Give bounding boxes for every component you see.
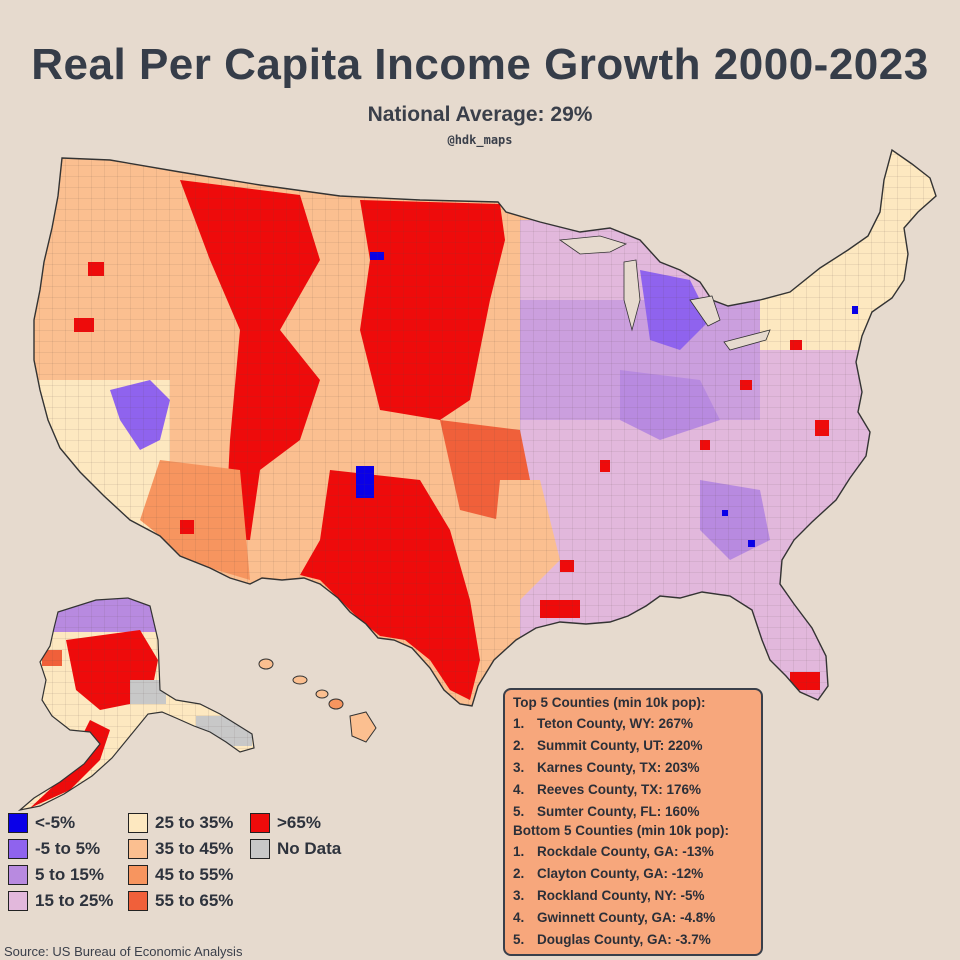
list-item: 5. Douglas County, GA: -3.7% bbox=[513, 928, 753, 950]
lower48-map bbox=[33, 148, 937, 707]
legend-label: 35 to 45% bbox=[155, 839, 234, 858]
rank-number: 1. bbox=[513, 844, 525, 860]
legend-swatch bbox=[128, 839, 148, 859]
legend-swatch bbox=[250, 813, 270, 833]
county-rankings-box: Top 5 Counties (min 10k pop): 1. Teton C… bbox=[503, 688, 763, 956]
rank-number: 4. bbox=[513, 909, 525, 925]
list-item: 4. Gwinnett County, GA: -4.8% bbox=[513, 906, 753, 928]
list-item: 4. Reeves County, TX: 176% bbox=[513, 778, 753, 800]
legend-swatch bbox=[8, 865, 28, 885]
legend-label: 25 to 35% bbox=[155, 813, 234, 832]
alaska-map bbox=[17, 597, 255, 812]
county-entry: Reeves County, TX: 176% bbox=[537, 781, 702, 797]
legend-label: 15 to 25% bbox=[35, 891, 114, 910]
legend-swatch bbox=[128, 891, 148, 911]
rank-number: 4. bbox=[513, 781, 525, 797]
legend-item: -5 to 5% bbox=[8, 838, 100, 860]
legend-label: No Data bbox=[277, 839, 342, 858]
legend-swatch bbox=[128, 813, 148, 833]
legend-item: 35 to 45% bbox=[128, 838, 233, 860]
list-item: 1. Rockdale County, GA: -13% bbox=[513, 841, 753, 863]
rank-number: 3. bbox=[513, 887, 525, 903]
county-entry: Rockdale County, GA: -13% bbox=[537, 844, 714, 860]
legend-item: 45 to 55% bbox=[128, 864, 233, 886]
legend-item: 25 to 35% bbox=[128, 812, 233, 834]
bottom-counties-heading: Bottom 5 Counties (min 10k pop): bbox=[513, 822, 729, 838]
list-item: 2. Clayton County, GA: -12% bbox=[513, 863, 753, 885]
county-entry: Sumter County, FL: 160% bbox=[537, 803, 700, 819]
rank-number: 5. bbox=[513, 931, 525, 947]
legend-item: No Data bbox=[250, 838, 341, 860]
map-legend: <-5% -5 to 5% 5 to 15% 15 to 25% 25 to 3… bbox=[8, 812, 388, 922]
legend-item: 15 to 25% bbox=[8, 890, 113, 912]
legend-swatch bbox=[250, 839, 270, 859]
rank-number: 1. bbox=[513, 716, 525, 732]
list-item: 2. Summit County, UT: 220% bbox=[513, 735, 753, 757]
list-item: 3. Rockland County, NY: -5% bbox=[513, 885, 753, 907]
hawaii-map bbox=[258, 658, 377, 743]
map-title: Real Per Capita Income Growth 2000-2023 bbox=[31, 40, 929, 89]
map-subtitle: National Average: 29% bbox=[367, 103, 593, 126]
rank-number: 5. bbox=[513, 803, 525, 819]
author-credit: @hdk_maps bbox=[447, 133, 513, 147]
legend-item: <-5% bbox=[8, 812, 75, 834]
legend-label: 5 to 15% bbox=[35, 865, 104, 884]
list-item: 3. Karnes County, TX: 203% bbox=[513, 757, 753, 779]
rank-number: 2. bbox=[513, 866, 525, 882]
legend-item: 55 to 65% bbox=[128, 890, 233, 912]
legend-label: <-5% bbox=[35, 813, 76, 832]
rank-number: 3. bbox=[513, 759, 525, 775]
source-note: Source: US Bureau of Economic Analysis bbox=[4, 944, 243, 959]
top-counties-heading: Top 5 Counties (min 10k pop): bbox=[513, 695, 706, 710]
county-entry: Clayton County, GA: -12% bbox=[537, 866, 704, 882]
legend-label: >65% bbox=[277, 813, 321, 832]
legend-swatch bbox=[8, 891, 28, 911]
legend-swatch bbox=[128, 865, 148, 885]
county-entry: Summit County, UT: 220% bbox=[537, 738, 703, 754]
legend-label: -5 to 5% bbox=[35, 839, 101, 858]
list-item: 1. Teton County, WY: 267% bbox=[513, 713, 753, 735]
list-item: 5. Sumter County, FL: 160% bbox=[513, 800, 753, 822]
rank-number: 2. bbox=[513, 738, 525, 754]
legend-swatch bbox=[8, 839, 28, 859]
legend-item: >65% bbox=[250, 812, 321, 834]
county-entry: Rockland County, NY: -5% bbox=[537, 887, 705, 903]
legend-item: 5 to 15% bbox=[8, 864, 104, 886]
county-entry: Douglas County, GA: -3.7% bbox=[537, 931, 711, 947]
county-entry: Gwinnett County, GA: -4.8% bbox=[537, 909, 716, 925]
legend-swatch bbox=[8, 813, 28, 833]
county-entry: Teton County, WY: 267% bbox=[537, 716, 694, 732]
legend-label: 55 to 65% bbox=[155, 891, 234, 910]
county-entry: Karnes County, TX: 203% bbox=[537, 759, 700, 775]
legend-label: 45 to 55% bbox=[155, 865, 234, 884]
